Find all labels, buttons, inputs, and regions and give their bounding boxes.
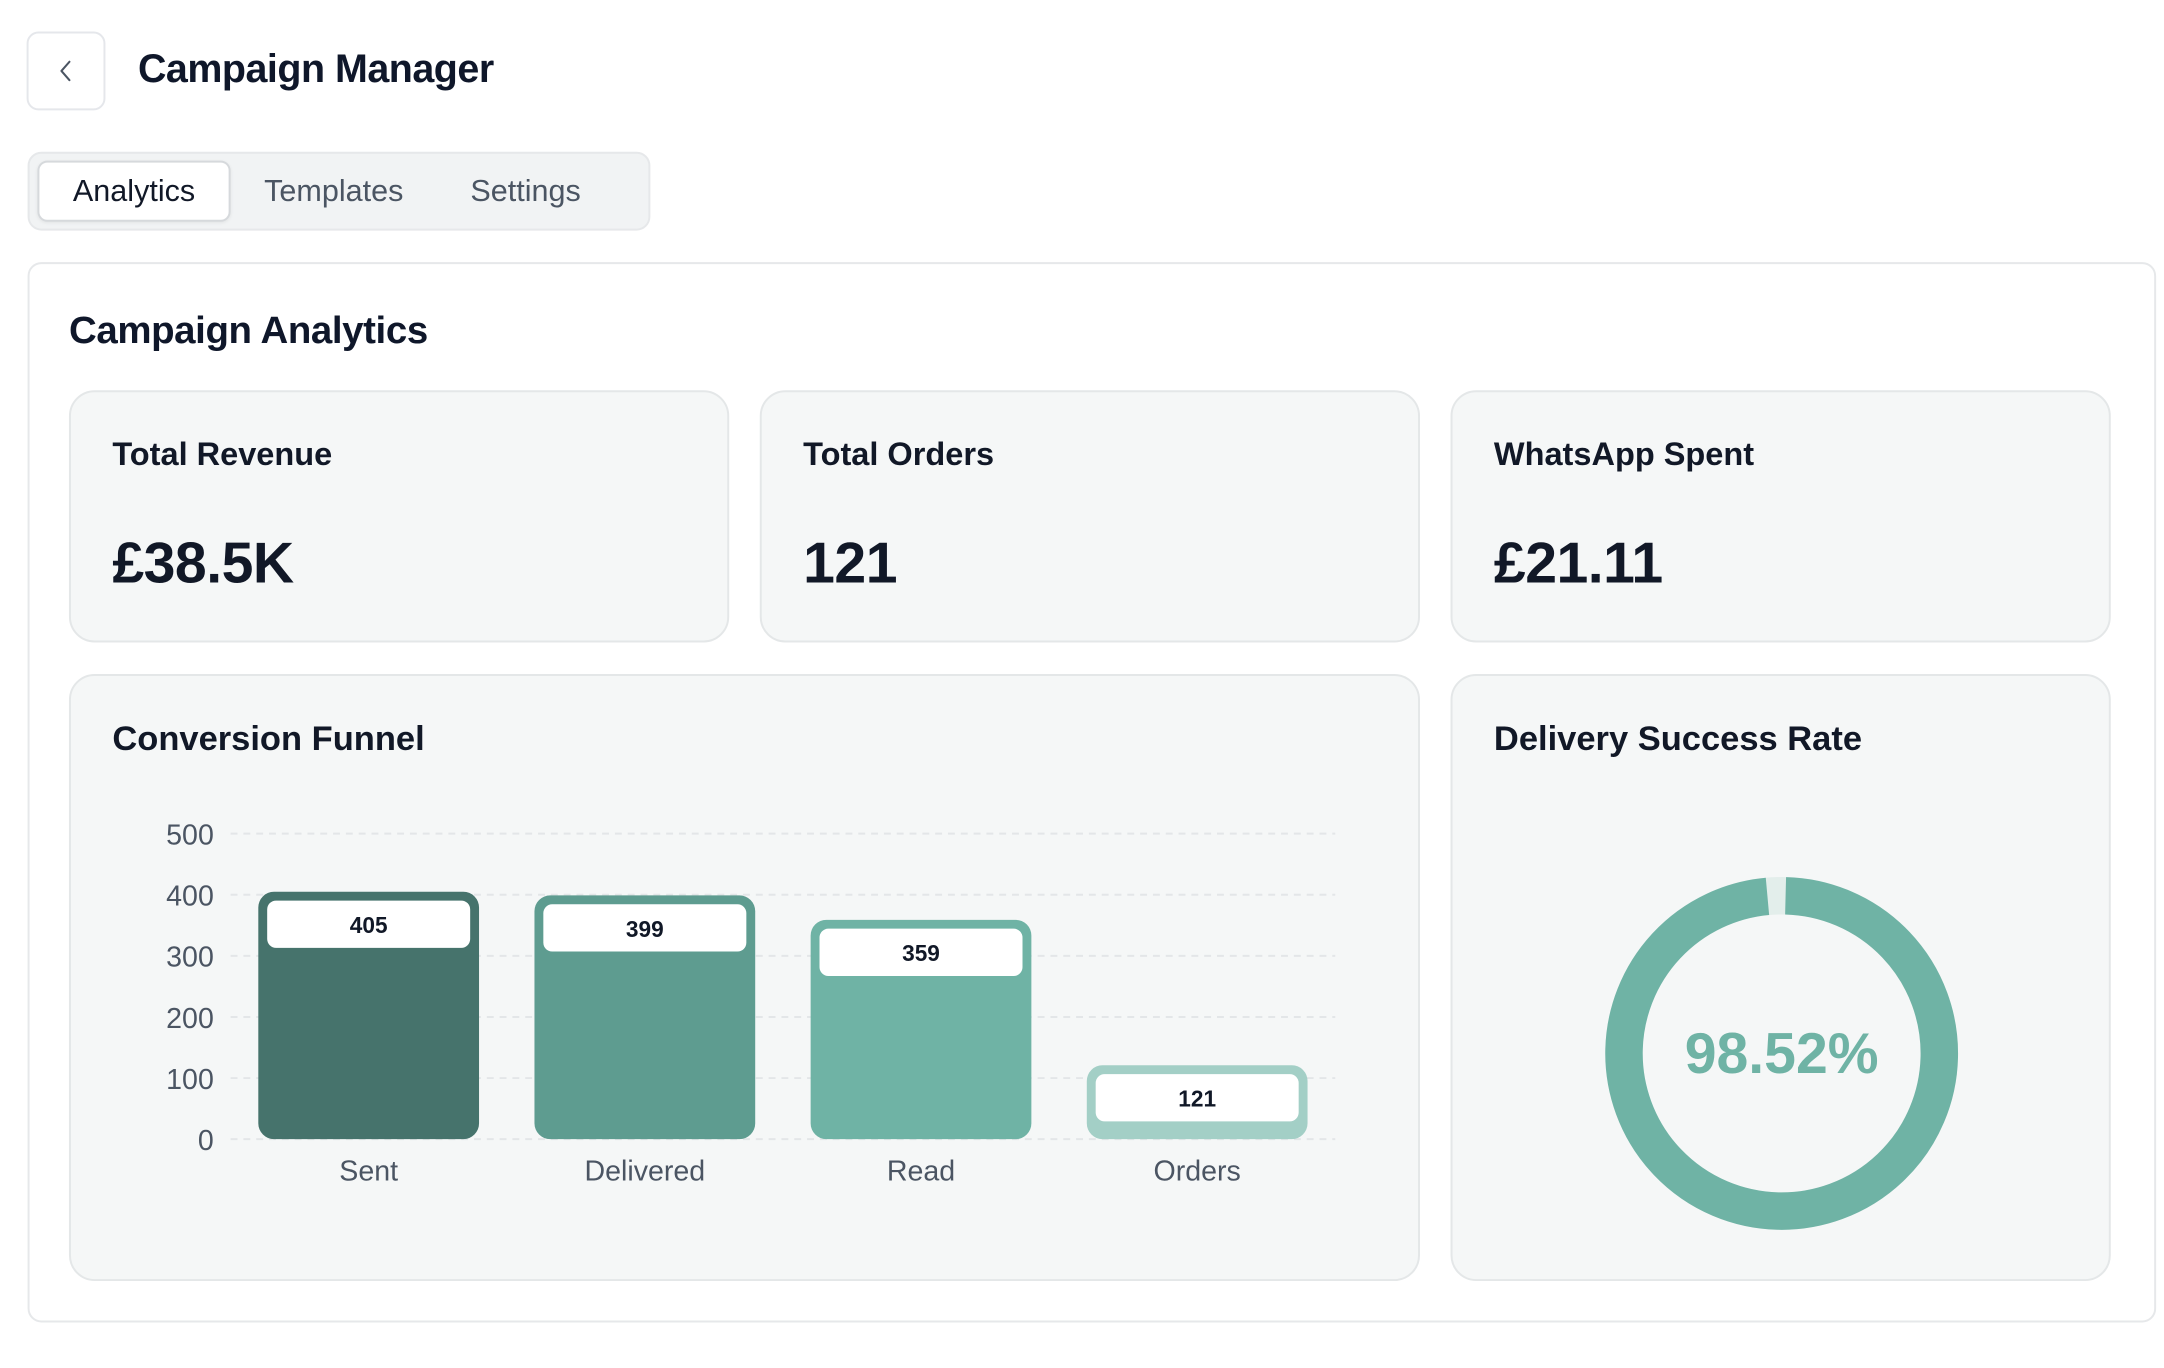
bar-value-label: 399 bbox=[626, 916, 664, 942]
whatsapp-spent-value: £21.11 bbox=[1493, 531, 1663, 596]
bar-value-label: 405 bbox=[350, 912, 388, 938]
chevron-left-icon bbox=[60, 60, 71, 82]
bar-value-label: 359 bbox=[902, 940, 940, 966]
delivery-rate-value: 98.52% bbox=[1685, 1022, 1879, 1086]
conversion-funnel-card: Conversion Funnel 0 100 200 300 400 500 405 Sen… bbox=[68, 674, 1421, 1282]
x-tick-label: Read bbox=[887, 1156, 955, 1188]
y-tick-label: 500 bbox=[166, 820, 214, 852]
bar-value-badge bbox=[1095, 1074, 1299, 1122]
conversion-funnel-title: Conversion Funnel bbox=[112, 719, 425, 758]
tab-bar: Analytics Templates Settings bbox=[27, 151, 651, 231]
bar-sent[interactable] bbox=[258, 891, 480, 1140]
conversion-funnel-chart: 0 100 200 300 400 500 405 Sent 399 Delivered 359 Re… bbox=[166, 820, 1336, 1188]
total-orders-value: 121 bbox=[803, 531, 898, 596]
y-tick-label: 100 bbox=[166, 1064, 214, 1096]
total-orders-card: Total Orders 121 bbox=[759, 390, 1421, 643]
bar-delivered[interactable] bbox=[534, 895, 756, 1140]
tab-templates[interactable]: Templates bbox=[264, 173, 404, 208]
y-tick-label: 400 bbox=[166, 881, 214, 913]
x-tick-label: Sent bbox=[339, 1156, 398, 1188]
x-tick-label: Delivered bbox=[585, 1156, 706, 1188]
bar-value-badge bbox=[543, 904, 747, 952]
delivery-success-title: Delivery Success Rate bbox=[1493, 719, 1863, 758]
bar-value-label: 121 bbox=[1178, 1086, 1216, 1112]
total-revenue-value: £38.5K bbox=[112, 531, 294, 596]
bar-value-badge bbox=[267, 900, 471, 948]
section-title: Campaign Analytics bbox=[68, 309, 428, 352]
total-revenue-label: Total Revenue bbox=[112, 435, 333, 473]
x-tick-label: Orders bbox=[1154, 1156, 1241, 1188]
y-tick-label: 0 bbox=[198, 1125, 214, 1157]
whatsapp-spent-card: WhatsApp Spent £21.11 bbox=[1450, 390, 2111, 643]
bar-value-badge bbox=[819, 928, 1023, 976]
delivery-success-card: Delivery Success Rate 98.52% bbox=[1450, 674, 2111, 1282]
tab-settings[interactable]: Settings bbox=[470, 173, 581, 208]
y-tick-label: 300 bbox=[166, 942, 214, 974]
app-root: Campaign Manager Analytics Templates Set… bbox=[26, 31, 2157, 1323]
tab-analytics[interactable]: Analytics bbox=[37, 160, 231, 222]
back-button[interactable] bbox=[26, 31, 106, 111]
page-title: Campaign Manager bbox=[137, 47, 494, 91]
delivery-success-donut: 98.52% bbox=[1605, 877, 1959, 1230]
total-orders-label: Total Orders bbox=[803, 435, 995, 473]
whatsapp-spent-label: WhatsApp Spent bbox=[1493, 435, 1755, 473]
y-tick-label: 200 bbox=[166, 1003, 214, 1035]
total-revenue-card: Total Revenue £38.5K bbox=[68, 390, 730, 643]
